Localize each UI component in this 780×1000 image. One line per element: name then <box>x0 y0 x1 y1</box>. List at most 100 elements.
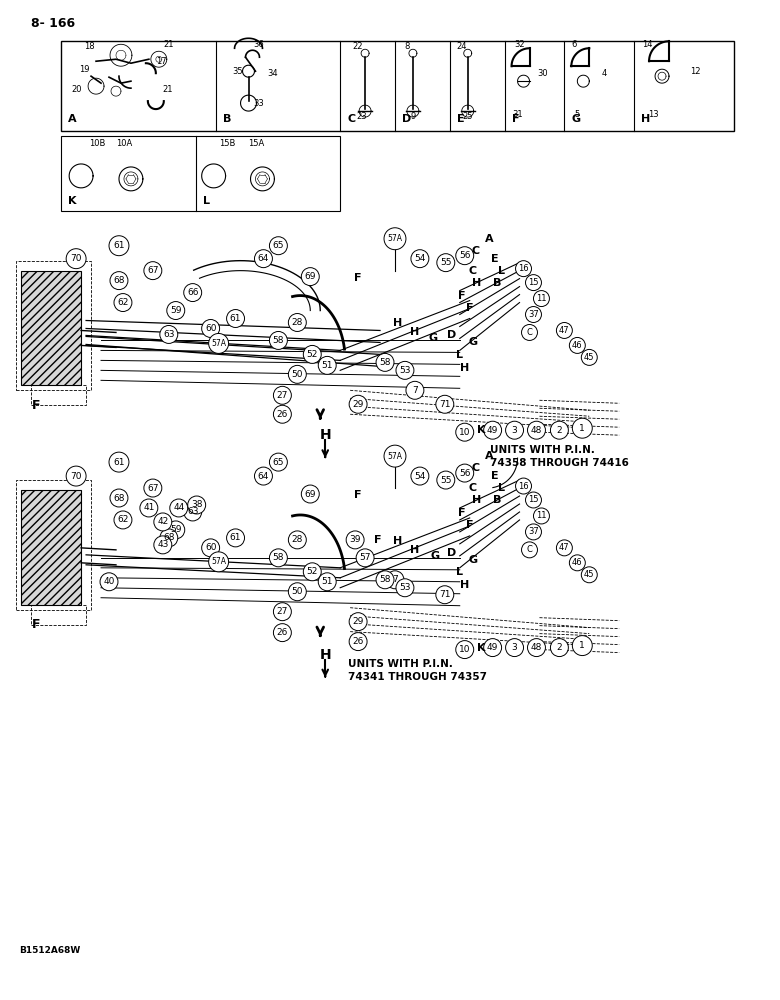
Circle shape <box>396 361 414 379</box>
Text: 41: 41 <box>144 503 154 512</box>
Text: 8: 8 <box>404 42 410 51</box>
Circle shape <box>376 571 394 589</box>
Circle shape <box>569 337 585 353</box>
Circle shape <box>484 639 502 657</box>
Circle shape <box>526 275 541 291</box>
Text: L: L <box>456 350 463 360</box>
Circle shape <box>406 381 424 399</box>
Text: H: H <box>410 545 420 555</box>
Text: A: A <box>68 114 76 124</box>
Text: 56: 56 <box>459 469 470 478</box>
Circle shape <box>356 549 374 567</box>
Text: 45: 45 <box>584 570 594 579</box>
Circle shape <box>184 503 202 521</box>
Text: 49: 49 <box>487 426 498 435</box>
Text: 7: 7 <box>392 575 398 584</box>
Circle shape <box>384 445 406 467</box>
Circle shape <box>269 549 287 567</box>
Circle shape <box>505 639 523 657</box>
Text: 18: 18 <box>84 42 94 51</box>
Text: H: H <box>393 536 402 546</box>
Text: 50: 50 <box>292 587 303 596</box>
Text: 67: 67 <box>147 266 158 275</box>
Text: 37: 37 <box>528 527 539 536</box>
Text: 26: 26 <box>277 410 288 419</box>
Bar <box>16 261 91 390</box>
Text: B1512A68W: B1512A68W <box>20 946 80 955</box>
Text: 49: 49 <box>487 643 498 652</box>
Text: 58: 58 <box>379 575 391 584</box>
Text: 47: 47 <box>559 543 569 552</box>
Circle shape <box>289 583 307 601</box>
Circle shape <box>167 302 185 320</box>
Circle shape <box>436 586 454 604</box>
Text: 9: 9 <box>410 112 416 121</box>
Text: 34: 34 <box>268 69 278 78</box>
Circle shape <box>303 345 321 363</box>
Text: B: B <box>222 114 231 124</box>
Text: 35: 35 <box>232 67 243 76</box>
Text: 61: 61 <box>113 241 125 250</box>
Circle shape <box>109 452 129 472</box>
Circle shape <box>456 464 473 482</box>
Circle shape <box>346 531 364 549</box>
Text: 69: 69 <box>304 490 316 499</box>
Text: H: H <box>393 318 402 328</box>
Circle shape <box>114 294 132 312</box>
Circle shape <box>269 331 287 349</box>
Text: 27: 27 <box>277 607 288 616</box>
Text: 64: 64 <box>257 472 269 481</box>
Text: 21: 21 <box>164 40 174 49</box>
Bar <box>61 41 734 131</box>
Text: C: C <box>526 328 533 337</box>
Circle shape <box>167 521 185 539</box>
Text: C: C <box>472 463 480 473</box>
Text: F: F <box>466 303 473 313</box>
Text: A: A <box>485 451 494 461</box>
Circle shape <box>437 254 455 272</box>
Text: F: F <box>32 618 41 631</box>
Text: L: L <box>498 266 505 276</box>
Text: 58: 58 <box>273 553 284 562</box>
Circle shape <box>144 262 161 280</box>
Text: 19: 19 <box>79 65 90 74</box>
Bar <box>21 490 81 605</box>
Circle shape <box>144 479 161 497</box>
Text: F: F <box>354 490 362 500</box>
Circle shape <box>274 386 292 404</box>
Text: 63: 63 <box>163 330 175 339</box>
Circle shape <box>301 268 319 286</box>
Text: 57A: 57A <box>211 557 226 566</box>
Text: G: G <box>468 337 477 347</box>
Text: 16: 16 <box>518 264 529 273</box>
Text: C: C <box>526 545 533 554</box>
Text: 62: 62 <box>117 515 129 524</box>
Circle shape <box>516 478 531 494</box>
Text: 24: 24 <box>456 42 467 51</box>
Text: H: H <box>320 428 331 442</box>
Circle shape <box>202 539 220 557</box>
Text: 10B: 10B <box>89 139 105 148</box>
Text: 62: 62 <box>117 298 129 307</box>
Text: K: K <box>477 425 486 435</box>
Text: 53: 53 <box>399 583 411 592</box>
Text: 26: 26 <box>353 637 363 646</box>
Text: H: H <box>472 495 481 505</box>
Circle shape <box>527 639 545 657</box>
Text: 37: 37 <box>528 310 539 319</box>
Text: 10: 10 <box>459 428 470 437</box>
Circle shape <box>202 320 220 337</box>
Text: 3: 3 <box>512 426 517 435</box>
Text: 30: 30 <box>537 69 548 78</box>
Circle shape <box>184 284 202 302</box>
Circle shape <box>269 237 287 255</box>
Text: 64: 64 <box>257 254 269 263</box>
Text: 60: 60 <box>205 543 216 552</box>
Text: 57A: 57A <box>388 234 402 243</box>
Text: 52: 52 <box>307 567 318 576</box>
Text: 74341 THROUGH 74357: 74341 THROUGH 74357 <box>348 672 488 682</box>
Text: E: E <box>491 254 498 264</box>
Text: 55: 55 <box>440 476 452 485</box>
Circle shape <box>303 563 321 581</box>
Text: L: L <box>498 483 505 493</box>
